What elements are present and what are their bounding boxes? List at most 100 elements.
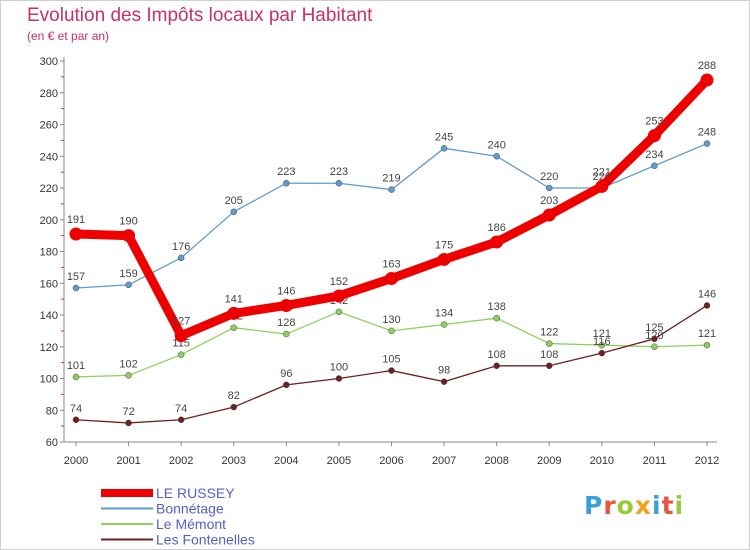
data-point-le-memont (72, 373, 80, 381)
data-point-bonnetage (72, 284, 80, 292)
data-point-les-fontenelles (125, 419, 132, 427)
x-tick-label: 2002 (169, 455, 193, 467)
x-tick-label: 2004 (274, 455, 298, 467)
data-label-le-russey: 186 (487, 222, 505, 234)
data-point-bonnetage (177, 254, 185, 262)
y-tick-label: 140 (40, 310, 58, 322)
y-tick-label: 100 (40, 374, 58, 386)
data-label-le-memont: 138 (487, 301, 505, 313)
data-label-le-russey: 163 (382, 258, 400, 270)
data-point-le-russey (69, 227, 83, 241)
data-point-le-memont (283, 330, 290, 338)
data-label-le-russey: 146 (277, 285, 295, 297)
data-label-le-memont: 134 (435, 308, 453, 320)
data-point-le-russey (227, 306, 241, 320)
data-label-le-russey: 152 (330, 276, 348, 288)
x-tick-label: 2011 (643, 455, 667, 467)
data-point-les-fontenelles (598, 349, 606, 357)
data-point-le-memont (651, 343, 658, 350)
data-label-bonnetage: 159 (119, 268, 137, 280)
data-point-le-memont (388, 327, 395, 335)
data-label-le-russey: 288 (698, 60, 716, 72)
data-label-le-memont: 115 (172, 338, 190, 350)
y-tick-label: 80 (46, 405, 58, 417)
data-point-le-russey (595, 179, 609, 193)
data-label-les-fontenelles: 146 (698, 288, 716, 300)
logo-letter: P (584, 491, 604, 520)
data-label-les-fontenelles: 100 (330, 362, 348, 374)
logo-letter: r (603, 491, 617, 520)
x-tick-label: 2007 (432, 455, 456, 467)
data-label-bonnetage: 248 (698, 127, 716, 139)
data-label-le-russey: 191 (67, 214, 85, 226)
logo-letter: t (661, 491, 675, 520)
x-tick-label: 2008 (484, 455, 508, 467)
data-point-le-russey (542, 208, 556, 222)
data-point-le-russey (647, 129, 661, 143)
y-tick-label: 200 (40, 215, 58, 227)
data-label-bonnetage: 234 (645, 149, 663, 161)
data-point-le-memont (546, 340, 553, 347)
x-tick-label: 2010 (590, 455, 614, 467)
data-label-les-fontenelles: 105 (382, 354, 400, 366)
data-point-bonnetage (335, 179, 343, 187)
chart-title: Evolution des Impôts locaux par Habitant (27, 5, 373, 26)
data-point-bonnetage (388, 186, 395, 193)
x-tick-label: 2005 (327, 455, 351, 467)
data-label-bonnetage: 245 (435, 131, 453, 143)
data-label-les-fontenelles: 108 (487, 349, 505, 361)
logo-letter: i (652, 491, 662, 520)
data-point-le-russey (332, 289, 346, 303)
data-label-les-fontenelles: 74 (175, 403, 187, 415)
data-label-les-fontenelles: 74 (70, 403, 82, 415)
data-point-bonnetage (651, 162, 658, 170)
data-label-les-fontenelles: 108 (540, 349, 558, 361)
data-label-le-memont: 121 (698, 328, 716, 340)
data-point-bonnetage (546, 184, 553, 192)
x-tick-label: 2009 (537, 455, 561, 467)
data-label-les-fontenelles: 116 (593, 336, 611, 348)
data-point-le-memont (335, 308, 343, 316)
data-label-le-russey: 127 (172, 316, 190, 328)
data-point-le-russey (122, 229, 136, 243)
data-point-les-fontenelles (388, 367, 395, 374)
data-point-le-memont (440, 321, 448, 328)
data-label-bonnetage: 176 (172, 241, 190, 253)
y-tick-label: 300 (40, 56, 58, 68)
data-point-bonnetage (283, 179, 290, 187)
data-point-le-russey (279, 298, 293, 312)
data-label-les-fontenelles: 125 (645, 322, 663, 334)
data-point-le-memont (703, 341, 711, 349)
legend-label-bonnetage: Bonnétage (156, 501, 224, 517)
data-point-les-fontenelles (440, 378, 448, 385)
legend-label-le-russey: LE RUSSEY (156, 485, 235, 501)
data-point-le-memont (598, 341, 606, 349)
series-line-le-russey (71, 75, 712, 341)
proxiti-logo: Proxiti (584, 491, 684, 520)
y-tick-label: 60 (46, 437, 58, 449)
data-label-les-fontenelles: 82 (228, 390, 240, 402)
data-point-bonnetage (703, 140, 711, 147)
data-label-le-russey: 203 (540, 195, 558, 207)
data-point-le-memont (230, 324, 237, 331)
data-label-bonnetage: 205 (225, 195, 243, 207)
x-tick-label: 2003 (222, 455, 246, 467)
data-label-les-fontenelles: 96 (280, 368, 292, 380)
data-label-le-russey: 221 (593, 166, 611, 178)
y-tick-label: 160 (40, 278, 58, 290)
data-label-le-memont: 102 (119, 358, 137, 370)
x-tick-label: 2000 (64, 455, 88, 467)
data-point-le-memont (125, 372, 132, 379)
data-label-les-fontenelles: 98 (438, 365, 450, 377)
data-point-le-russey (174, 329, 188, 343)
data-point-les-fontenelles (651, 335, 658, 343)
data-label-le-memont: 130 (382, 314, 400, 326)
y-tick-label: 240 (40, 151, 58, 163)
data-label-le-russey: 190 (119, 216, 137, 228)
data-label-les-fontenelles: 72 (122, 406, 134, 418)
data-point-le-russey (437, 252, 451, 266)
data-label-bonnetage: 220 (540, 171, 558, 183)
data-label-bonnetage: 223 (330, 166, 348, 178)
data-label-le-russey: 253 (645, 116, 663, 128)
